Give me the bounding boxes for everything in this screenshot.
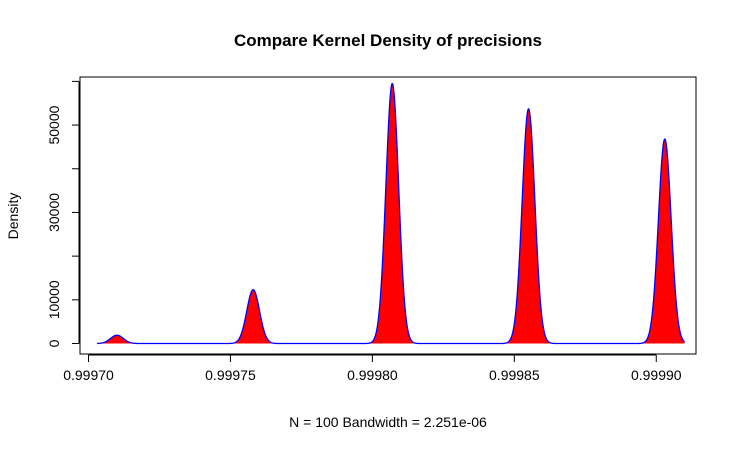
y-axis: 0 10000 30000 50000	[46, 80, 80, 347]
x-axis-label: N = 100 Bandwidth = 2.251e-06	[289, 414, 487, 430]
x-tick-label: 0.99980	[347, 367, 398, 383]
density-layer	[96, 82, 686, 345]
y-tick-label: 50000	[46, 105, 62, 144]
x-tick-label: 0.99975	[205, 367, 256, 383]
y-axis-label: Density	[5, 193, 21, 240]
y-tick-label: 30000	[46, 193, 62, 232]
x-axis: 0.99970 0.99975 0.99980 0.99985 0.99990	[63, 354, 682, 383]
x-tick-label: 0.99970	[63, 367, 114, 383]
plot-frame	[79, 76, 697, 355]
chart-title: Compare Kernel Density of precisions	[234, 31, 542, 50]
y-tick-label: 0	[46, 339, 62, 347]
y-tick-label: 10000	[46, 280, 62, 319]
x-tick-label: 0.99990	[631, 367, 682, 383]
density-area	[97, 83, 685, 344]
density-line	[96, 82, 686, 345]
x-tick-label: 0.99985	[489, 367, 540, 383]
